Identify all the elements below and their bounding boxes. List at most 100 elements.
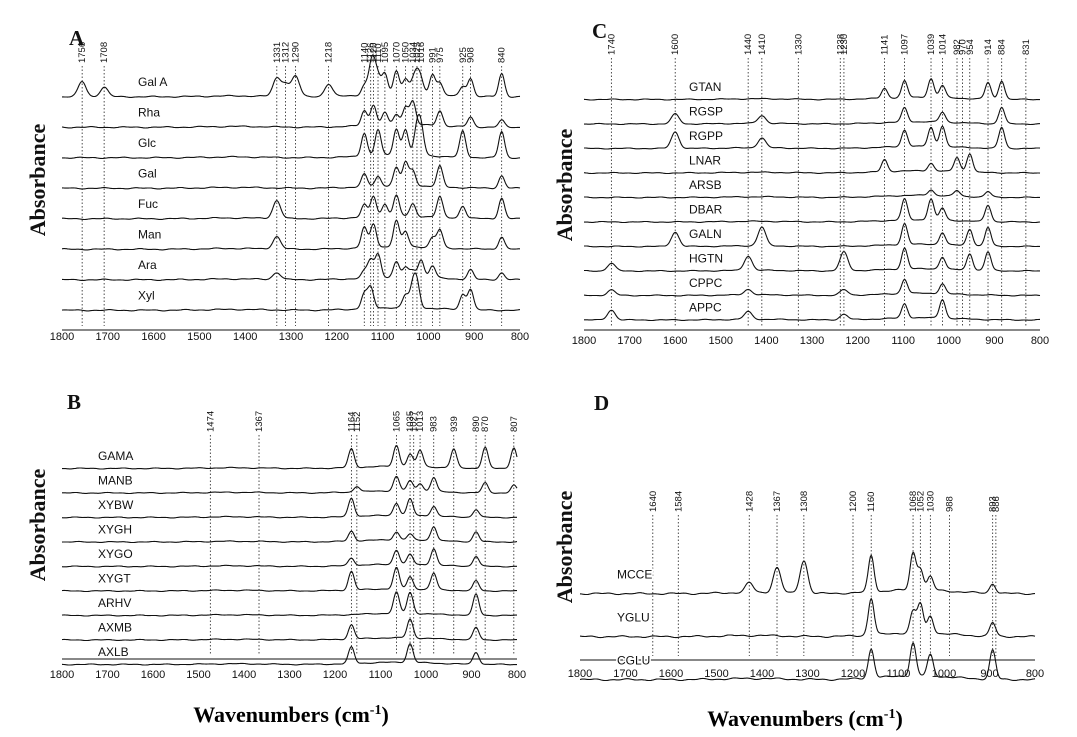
peak-label: 1164 — [346, 412, 357, 432]
x-tick-label: 1500 — [187, 331, 211, 343]
x-tick-label: 1100 — [369, 669, 393, 681]
peak-label: 1016 — [416, 42, 427, 63]
x-tick-label: 1600 — [141, 669, 165, 681]
x-tick-label: 1600 — [659, 668, 683, 680]
peak-label: 1330 — [793, 34, 804, 55]
x-tick-label: 800 — [1031, 335, 1049, 347]
spectrum-line-rgsp — [584, 106, 1041, 126]
peak-label: 1584 — [673, 491, 684, 512]
peak-label: 1065 — [391, 411, 402, 432]
x-tick-label: 800 — [511, 331, 529, 343]
series-label: CPPC — [689, 276, 723, 290]
peak-label: 991 — [428, 47, 439, 63]
series-label: ARHV — [98, 596, 131, 610]
series-label: AXLB — [98, 645, 129, 659]
series-label: GALN — [689, 227, 722, 241]
series-label: Ara — [138, 258, 157, 272]
peak-label: 939 — [449, 416, 460, 432]
panel-d: 1800 1700 1600 1500 1400 1300 1200 1100 1000 900 8… — [568, 491, 1044, 682]
spectrum-line-gama — [62, 445, 518, 470]
spectrum-line-axlb — [61, 643, 517, 666]
peak-label: 908 — [466, 47, 477, 63]
x-tick-label: 900 — [465, 331, 483, 343]
series-label: Rha — [138, 106, 160, 120]
peak-label: 1052 — [915, 491, 926, 512]
spectrum-line-galn — [584, 223, 1040, 248]
peak-label: 1308 — [799, 491, 810, 512]
peak-label: 1312 — [281, 42, 292, 63]
spectrum-line-gal — [62, 160, 521, 190]
peak-label: 1035 — [405, 411, 416, 432]
peak-label: 1640 — [648, 491, 659, 512]
series-label: XYGT — [98, 571, 131, 585]
peak-label: 807 — [509, 416, 520, 432]
peak-label: 1740 — [606, 34, 617, 55]
x-axis-title-left-main: Wavenumbers (cm — [193, 702, 370, 727]
x-tick-label: 1400 — [754, 335, 778, 347]
plots-layer: 1800 1700 1600 1500 1400 1300 1200 1100 1000 900 8… — [50, 34, 1049, 682]
spectrum-line-glc — [62, 113, 521, 160]
peak-label: 1014 — [937, 34, 948, 55]
series-label: GTAN — [689, 80, 721, 94]
spectrum-line-manb — [62, 475, 518, 495]
peak-label: 840 — [497, 47, 508, 63]
x-tick-label: 1400 — [233, 331, 257, 343]
peak-label: 1367 — [254, 411, 265, 432]
x-tick-label: 1300 — [795, 668, 819, 680]
y-axis-title-b: Absorbance — [25, 469, 50, 582]
spectrum-line-appc — [584, 298, 1040, 322]
spectrum-line-man — [61, 219, 520, 251]
peak-label: 1428 — [744, 491, 755, 512]
peak-label: 1331 — [272, 42, 283, 63]
peak-label: 1600 — [670, 34, 681, 55]
peak-label: 914 — [983, 39, 994, 55]
peak-label: 1290 — [291, 42, 302, 63]
spectrum-line-hgtn — [584, 247, 1040, 273]
peak-label: 1068 — [908, 491, 919, 512]
series-label: Gal — [138, 167, 157, 181]
panel-letter-b: B — [67, 390, 81, 414]
x-tick-label: 1800 — [50, 669, 74, 681]
x-tick-label: 1600 — [141, 331, 165, 343]
spectrum-line-ara — [62, 252, 521, 281]
series-label: GAMA — [98, 449, 133, 463]
x-tick-label: 900 — [985, 335, 1003, 347]
peak-label: 1097 — [900, 34, 911, 55]
peak-label: 1474 — [205, 411, 216, 432]
spectrum-line-rha — [61, 99, 520, 129]
peak-label: 890 — [471, 416, 482, 432]
panel-b: 1800 1700 1600 1500 1400 1300 1200 1100 1000 900 8… — [50, 411, 526, 681]
peak-label: 1095 — [380, 42, 391, 63]
peak-label: 831 — [1021, 39, 1032, 55]
peak-label: 925 — [458, 47, 469, 63]
series-label: Xyl — [138, 289, 155, 303]
x-axis-title-right-close: ) — [895, 706, 902, 731]
spectrum-line-xyl — [61, 272, 521, 312]
x-tick-label: 1100 — [891, 335, 915, 347]
peak-label: 893 — [988, 496, 999, 512]
x-axis-title-right-main: Wavenumbers (cm — [707, 706, 884, 731]
peak-label: 1200 — [848, 491, 859, 512]
x-tick-label: 1600 — [663, 335, 687, 347]
peak-label: 1410 — [757, 34, 768, 55]
x-tick-label: 1700 — [96, 331, 120, 343]
peak-label: 1756 — [77, 42, 88, 63]
spectrum-line-xygo — [61, 548, 517, 568]
peak-label: 1027 — [409, 411, 420, 432]
x-axis-title-left-close: ) — [381, 702, 388, 727]
x-tick-label: 1400 — [232, 669, 256, 681]
series-label: HGTN — [689, 251, 723, 265]
series-label: Man — [138, 228, 161, 242]
panel-letter-d: D — [594, 391, 609, 415]
peak-label: 982 — [952, 39, 963, 55]
spectrum-line-yglu — [579, 597, 1036, 639]
x-tick-label: 800 — [508, 669, 526, 681]
x-tick-label: 900 — [980, 668, 998, 680]
x-tick-label: 1000 — [937, 335, 961, 347]
x-tick-label: 1700 — [617, 335, 641, 347]
spectrum-line-arhv — [61, 591, 517, 617]
x-tick-label: 1700 — [95, 669, 119, 681]
series-label: CGLU — [617, 654, 650, 668]
x-tick-label: 1400 — [750, 668, 774, 680]
x-tick-label: 1300 — [800, 335, 824, 347]
